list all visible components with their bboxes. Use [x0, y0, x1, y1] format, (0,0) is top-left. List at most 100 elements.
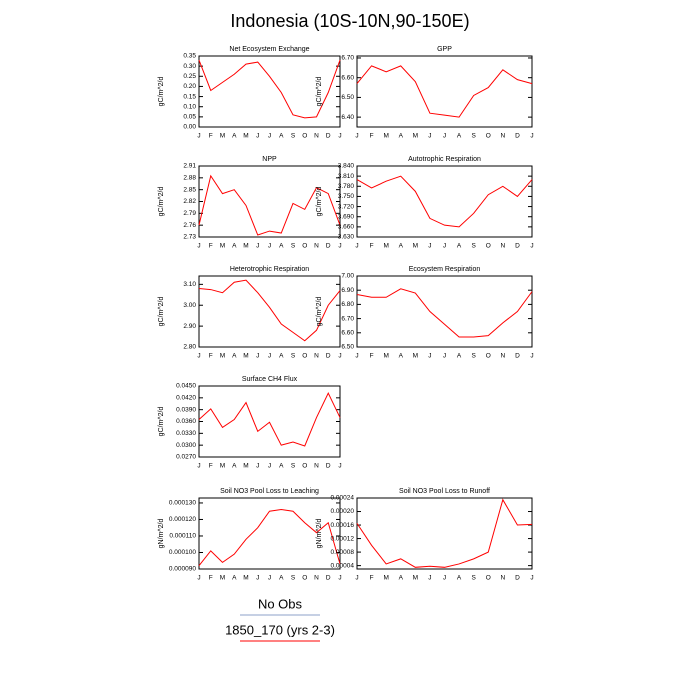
x-tick-label: M: [220, 243, 225, 250]
y-tick-label: 6.70: [341, 315, 354, 322]
x-tick-label: M: [243, 463, 248, 470]
x-tick-label: M: [413, 243, 418, 250]
x-tick-label: J: [443, 243, 446, 250]
y-tick-label: 2.91: [183, 163, 196, 170]
y-tick-label: 0.0360: [176, 418, 196, 425]
plot-frame: [198, 55, 341, 128]
data-line: [198, 391, 341, 447]
x-tick-label: J: [256, 353, 259, 360]
y-tick-label: 2.90: [183, 323, 196, 330]
x-tick-label: N: [314, 463, 319, 470]
x-tick-label: J: [530, 353, 533, 360]
legend-label: No Obs: [258, 596, 303, 611]
plot-frame: [198, 275, 341, 348]
x-tick-label: J: [256, 575, 259, 582]
x-tick-label: O: [302, 243, 307, 250]
y-tick-label: 3.750: [338, 193, 355, 200]
y-tick-label: 0.00016: [331, 522, 355, 529]
y-tick-label: 3.10: [183, 281, 196, 288]
x-tick-label: O: [486, 353, 491, 360]
x-tick-label: M: [220, 133, 225, 140]
x-tick-label: M: [243, 133, 248, 140]
x-tick-label: A: [279, 243, 284, 250]
x-tick-label: J: [428, 243, 431, 250]
x-tick-label: A: [279, 353, 284, 360]
x-tick-label: A: [457, 243, 462, 250]
x-tick-label: A: [457, 353, 462, 360]
x-tick-label: D: [515, 575, 520, 582]
x-tick-label: A: [457, 133, 462, 140]
x-tick-label: J: [268, 243, 271, 250]
x-tick-label: A: [399, 243, 404, 250]
x-tick-label: F: [209, 575, 213, 582]
plot-frame: [356, 275, 533, 348]
x-tick-label: J: [530, 243, 533, 250]
y-tick-label: 0.15: [183, 93, 196, 100]
x-tick-label: J: [197, 463, 200, 470]
x-tick-label: O: [486, 243, 491, 250]
x-tick-label: J: [428, 353, 431, 360]
x-tick-label: D: [326, 133, 331, 140]
x-tick-label: M: [413, 133, 418, 140]
x-tick-label: J: [197, 243, 200, 250]
plot-frame: [198, 385, 341, 458]
x-tick-label: F: [370, 243, 374, 250]
x-tick-label: A: [279, 133, 284, 140]
y-tick-label: 0.00020: [331, 508, 355, 515]
x-tick-label: J: [197, 133, 200, 140]
x-tick-label: J: [338, 133, 341, 140]
x-tick-label: M: [413, 575, 418, 582]
x-tick-label: A: [399, 575, 404, 582]
y-tick-label: 6.70: [341, 55, 354, 62]
panel-title: Surface CH4 Flux: [242, 376, 298, 383]
x-tick-label: N: [314, 353, 319, 360]
panel-title: GPP: [437, 46, 452, 53]
x-tick-label: N: [500, 353, 505, 360]
panel-title: NPP: [262, 156, 277, 163]
y-tick-label: 0.00024: [331, 495, 355, 502]
y-tick-label: 3.810: [338, 173, 355, 180]
plot-frame: [198, 497, 341, 570]
x-tick-label: N: [314, 133, 319, 140]
x-tick-label: M: [220, 353, 225, 360]
x-tick-label: D: [326, 463, 331, 470]
x-tick-label: F: [209, 353, 213, 360]
x-tick-label: S: [291, 133, 296, 140]
x-tick-label: J: [268, 463, 271, 470]
data-line: [198, 279, 341, 342]
x-tick-label: J: [338, 463, 341, 470]
plot-frame: [356, 55, 533, 128]
y-tick-label: 0.000090: [169, 566, 196, 573]
x-tick-label: N: [314, 575, 319, 582]
y-tick-label: 0.000100: [169, 549, 196, 556]
y-axis-label: gN/m^2/d: [158, 519, 165, 549]
x-tick-label: M: [383, 353, 388, 360]
x-tick-label: A: [279, 575, 284, 582]
x-tick-label: J: [338, 243, 341, 250]
x-tick-label: J: [443, 133, 446, 140]
y-tick-label: 0.05: [183, 114, 196, 121]
x-tick-label: S: [291, 353, 296, 360]
y-tick-label: 7.00: [341, 273, 354, 280]
x-tick-label: O: [486, 575, 491, 582]
x-tick-label: A: [399, 353, 404, 360]
x-tick-label: M: [243, 575, 248, 582]
y-tick-label: 2.82: [183, 198, 196, 205]
y-tick-label: 2.76: [183, 222, 196, 229]
x-tick-label: S: [291, 463, 296, 470]
legend-label: 1850_170 (yrs 2-3): [225, 622, 335, 637]
x-tick-label: N: [314, 243, 319, 250]
x-tick-label: S: [471, 353, 476, 360]
x-tick-label: A: [232, 133, 237, 140]
x-tick-label: O: [302, 353, 307, 360]
x-tick-label: A: [232, 353, 237, 360]
x-tick-label: S: [471, 133, 476, 140]
y-axis-label: gC/m^2/d: [316, 187, 323, 217]
y-tick-label: 0.10: [183, 103, 196, 110]
y-tick-label: 2.80: [183, 344, 196, 351]
x-tick-label: N: [500, 243, 505, 250]
y-tick-label: 6.50: [341, 94, 354, 101]
x-tick-label: D: [326, 575, 331, 582]
panel-title: Autotrophic Respiration: [408, 156, 481, 163]
x-tick-label: O: [486, 133, 491, 140]
